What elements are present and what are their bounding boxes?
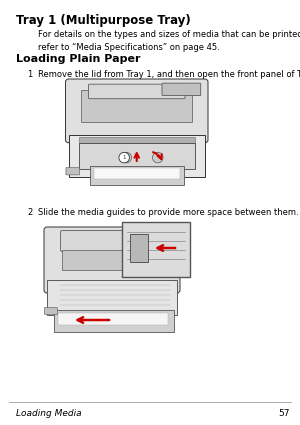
FancyBboxPatch shape: [130, 234, 148, 262]
FancyBboxPatch shape: [44, 227, 180, 293]
FancyBboxPatch shape: [62, 250, 157, 270]
Text: 1: 1: [122, 155, 126, 160]
FancyBboxPatch shape: [61, 230, 158, 252]
FancyBboxPatch shape: [54, 310, 174, 332]
Text: Tray 1 (Multipurpose Tray): Tray 1 (Multipurpose Tray): [16, 14, 191, 27]
Text: 2: 2: [27, 208, 32, 217]
Text: Loading Media: Loading Media: [16, 408, 82, 417]
Circle shape: [121, 152, 131, 163]
FancyBboxPatch shape: [58, 313, 168, 325]
FancyBboxPatch shape: [44, 308, 58, 314]
FancyBboxPatch shape: [68, 134, 205, 176]
FancyBboxPatch shape: [66, 167, 80, 175]
Text: For details on the types and sizes of media that can be printed from Tray 1,
ref: For details on the types and sizes of me…: [38, 30, 300, 51]
Circle shape: [119, 152, 129, 163]
FancyBboxPatch shape: [162, 83, 201, 96]
FancyBboxPatch shape: [122, 222, 190, 277]
Text: Slide the media guides to provide more space between them.: Slide the media guides to provide more s…: [38, 208, 298, 217]
Text: 1: 1: [27, 70, 32, 79]
FancyBboxPatch shape: [65, 79, 208, 143]
FancyBboxPatch shape: [79, 143, 194, 169]
Text: Remove the lid from Tray 1, and then open the front panel of Tray 1.: Remove the lid from Tray 1, and then ope…: [38, 70, 300, 79]
Text: Loading Plain Paper: Loading Plain Paper: [16, 54, 140, 64]
FancyBboxPatch shape: [94, 168, 180, 178]
FancyBboxPatch shape: [47, 280, 177, 315]
Text: 57: 57: [278, 408, 290, 417]
FancyBboxPatch shape: [88, 84, 185, 99]
FancyBboxPatch shape: [81, 91, 192, 122]
FancyBboxPatch shape: [89, 166, 184, 185]
FancyBboxPatch shape: [79, 136, 194, 143]
Circle shape: [152, 152, 163, 163]
